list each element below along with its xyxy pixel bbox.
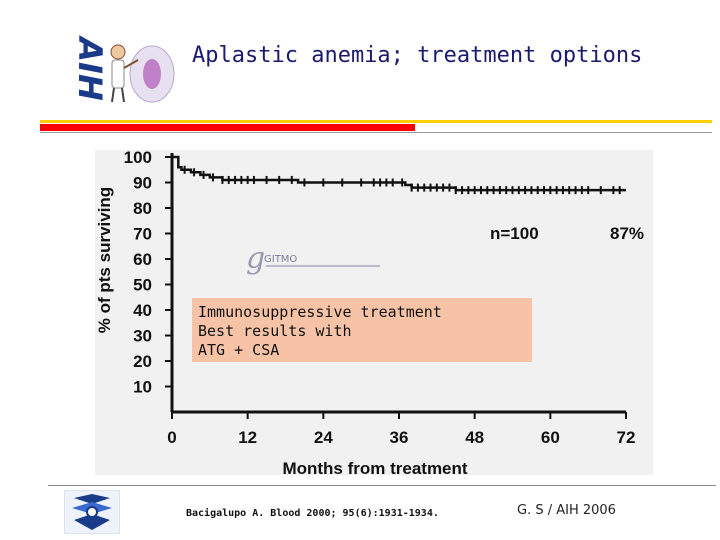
x-tick-label: 12: [238, 428, 257, 447]
footer-rule: [48, 485, 716, 486]
gitmo-logo-text: GITMO: [264, 254, 297, 265]
header-rule-red: [40, 124, 415, 131]
y-tick-label: 100: [124, 148, 152, 167]
annotation-line-2: Best results with: [198, 322, 352, 340]
y-tick-label: 90: [133, 174, 152, 193]
slide-title: Aplastic anemia; treatment options: [192, 43, 643, 68]
y-tick-label: 80: [133, 199, 152, 218]
y-axis-label: % of pts surviving: [95, 187, 114, 333]
y-tick-label: 40: [133, 301, 152, 320]
x-tick-label: 60: [541, 428, 560, 447]
y-tick-label: 50: [133, 276, 152, 295]
x-tick-label: 36: [390, 428, 409, 447]
aih-logo: AIH: [71, 34, 106, 101]
y-tick-label: 70: [133, 225, 152, 244]
institution-logo-icon: [64, 490, 120, 534]
svg-text:g: g: [246, 241, 265, 276]
annotation-n: n=100: [490, 224, 539, 243]
y-tick-label: 60: [133, 250, 152, 269]
doctor-cell-icon: [110, 44, 175, 103]
header-rule-gray: [40, 132, 712, 133]
aih-logo-text: AIH: [71, 34, 106, 101]
y-tick-label: 10: [133, 378, 152, 397]
x-tick-label: 0: [167, 428, 176, 447]
annotation-percent: 87%: [610, 224, 644, 243]
citation: Bacigalupo A. Blood 2000; 95(6):1931-193…: [186, 508, 439, 519]
x-tick-label: 48: [465, 428, 484, 447]
y-tick-label: 20: [133, 352, 152, 371]
x-tick-label: 72: [617, 428, 636, 447]
gitmo-logo-icon: g GITMO: [246, 241, 380, 276]
author-credit: G. S / AIH 2006: [517, 503, 616, 518]
annotation-line-1: Immunosuppressive treatment: [198, 303, 442, 321]
header-rule-yellow: [40, 120, 712, 123]
survival-curve: [172, 155, 626, 192]
annotation-box: Immunosuppressive treatment Best results…: [192, 298, 532, 362]
x-tick-label: 24: [314, 428, 333, 447]
annotation-line-3: ATG + CSA: [198, 341, 280, 359]
y-tick-label: 30: [133, 327, 152, 346]
x-axis-label: Months from treatment: [282, 459, 467, 478]
